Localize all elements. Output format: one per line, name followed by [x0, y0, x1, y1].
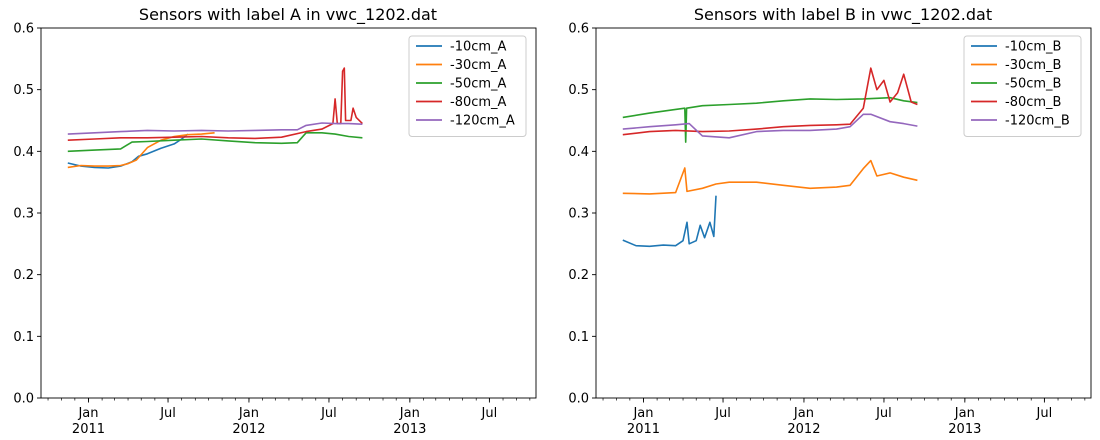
chart-a-xtick-year-label: 2011 [72, 422, 105, 437]
chart-b-xtick-label: Jul [875, 406, 892, 421]
chart-b-legend-label: -120cm_B [1005, 114, 1070, 129]
chart-b-series-line-120cm_b [622, 113, 918, 139]
chart-a-series-line-30cm_a [67, 132, 215, 169]
chart-b-ytick-label: 0.3 [568, 207, 589, 222]
chart-b-legend: -10cm_B -30cm_B -50cm_B -80cm_B -120cm_B [963, 35, 1082, 137]
chart-panel-b: Sensors with label B in vwc_1202.dat 0.0… [568, 5, 1092, 437]
chart-a-title: Sensors with label A in vwc_1202.dat [139, 5, 437, 25]
chart-a-ytick-label: 0.5 [13, 83, 34, 98]
chart-a-legend-label: -30cm_A [450, 58, 507, 73]
chart-b-legend-box [963, 35, 1082, 137]
chart-a-series-line-10cm_a [67, 133, 189, 169]
chart-a-xtick-year-label: 2012 [232, 422, 265, 437]
chart-a-ytick-label: 0.2 [13, 268, 34, 283]
chart-b-legend-label: -10cm_B [1005, 40, 1061, 55]
chart-b-ytick-label: 0.1 [568, 330, 589, 345]
chart-a-ytick-label: 0.0 [13, 392, 34, 407]
chart-a-ytick-label: 0.4 [13, 145, 34, 160]
chart-b-xtick-year-label: 2013 [948, 422, 981, 437]
chart-a-xtick-label: Jan [399, 406, 420, 421]
chart-a-legend: -10cm_A -30cm_A -50cm_A -80cm_A -120cm_A [408, 35, 527, 137]
chart-b-title: Sensors with label B in vwc_1202.dat [694, 5, 992, 25]
chart-a-xtick-label: Jul [159, 406, 176, 421]
chart-panel-a: Sensors with label A in vwc_1202.dat 0.0… [13, 5, 537, 437]
chart-b-legend-label: -30cm_B [1005, 58, 1061, 73]
chart-a-series-line-80cm_a [67, 67, 363, 141]
chart-a-xtick-label: Jan [77, 406, 98, 421]
chart-a-legend-label: -50cm_A [450, 77, 507, 92]
chart-b-xtick-label: Jan [793, 406, 814, 421]
chart-b-legend-label: -80cm_B [1005, 95, 1061, 110]
chart-b-ytick-label: 0.5 [568, 83, 589, 98]
chart-b-xtick-year-label: 2012 [787, 422, 820, 437]
chart-b-series-line-80cm_b [622, 67, 918, 136]
chart-a-xtick-label: Jul [320, 406, 337, 421]
chart-a-legend-label: -80cm_A [450, 95, 507, 110]
chart-b-ytick-label: 0.4 [568, 145, 589, 160]
chart-b-xtick-year-label: 2011 [627, 422, 660, 437]
chart-a-ytick-label: 0.1 [13, 330, 34, 345]
chart-b-xtick-label: Jul [714, 406, 731, 421]
chart-b-ytick-label: 0.6 [568, 22, 589, 37]
chart-b-ytick-label: 0.0 [568, 392, 589, 407]
chart-b-xtick-label: Jan [632, 406, 653, 421]
chart-a-ytick-label: 0.6 [13, 22, 34, 37]
chart-b-xtick-label: Jan [954, 406, 975, 421]
chart-a-xtick-year-label: 2013 [393, 422, 426, 437]
chart-b-series-line-30cm_b [622, 159, 918, 195]
chart-a-xtick-label: Jul [481, 406, 498, 421]
chart-a-series-line-120cm_a [67, 122, 363, 135]
chart-b-ytick-label: 0.2 [568, 268, 589, 283]
chart-a-legend-label: -120cm_A [450, 114, 515, 129]
chart-b-legend-label: -50cm_B [1005, 77, 1061, 92]
chart-a-legend-box [408, 35, 527, 137]
chart-b-series-line-10cm_b [622, 195, 717, 248]
chart-a-ytick-label: 0.3 [13, 207, 34, 222]
chart-b-series-line-50cm_b [622, 96, 918, 143]
chart-a-xtick-label: Jan [238, 406, 259, 421]
chart-a-series-line-50cm_a [67, 132, 363, 153]
chart-b-xtick-label: Jul [1036, 406, 1053, 421]
chart-a-legend-label: -10cm_A [450, 40, 507, 55]
